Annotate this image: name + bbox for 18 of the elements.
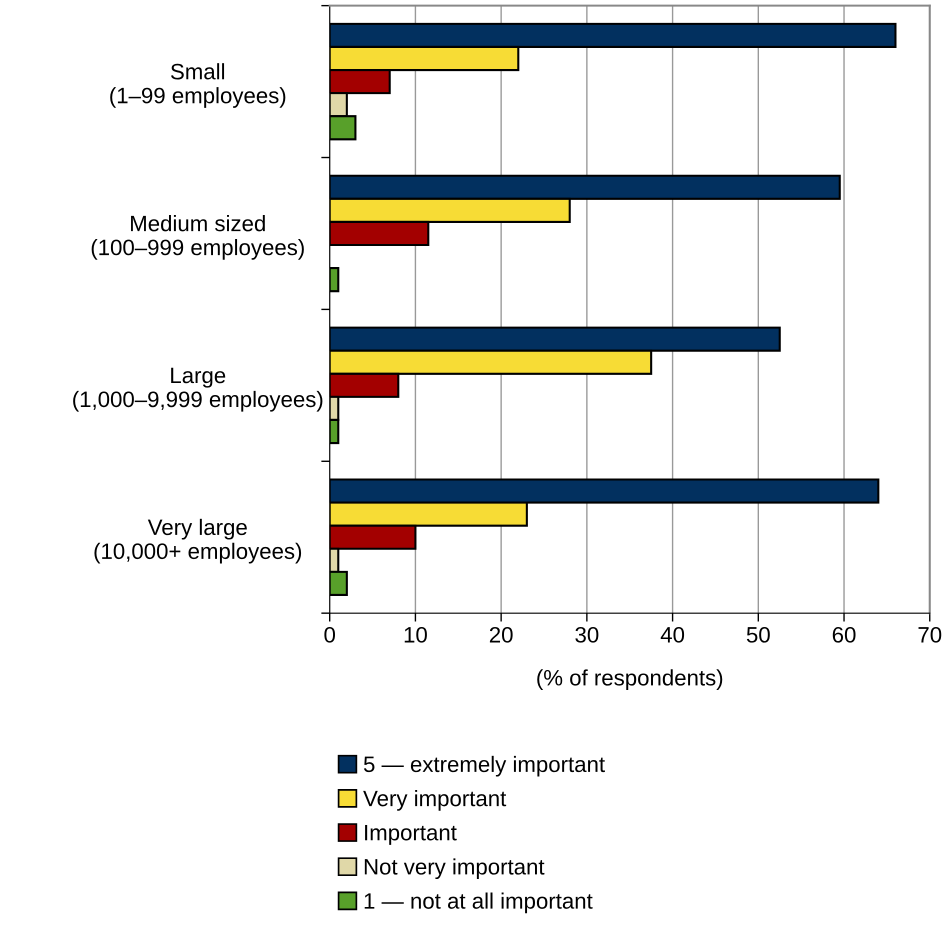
y-tick-label: Medium sized (100–999 employees)	[92, 215, 304, 260]
x-tick-label: 40	[660, 626, 684, 643]
legend-label: 5 — extremely important	[364, 756, 605, 777]
y-tick-label: Large (1,000–9,999 employees)	[73, 368, 322, 412]
x-tick-label: 10	[404, 626, 427, 643]
y-tick-label: Very large (10,000+ employees)	[94, 518, 302, 564]
legend-label: Very important	[363, 790, 506, 811]
x-tick-label: 20	[490, 626, 513, 643]
legend-label: Important	[365, 824, 457, 845]
x-axis-title: (% of respondents)	[537, 669, 722, 690]
legend-label: 1 — not at all important	[364, 892, 593, 914]
y-tick-label: Small (1–99 employees)	[110, 63, 286, 108]
x-tick-label: 50	[746, 626, 770, 643]
x-tick-label: 0	[324, 626, 336, 643]
legend-label: Not very important	[364, 858, 544, 880]
x-tick-label: 30	[575, 626, 598, 643]
x-tick-label: 60	[832, 626, 856, 643]
x-tick-label: 70	[918, 626, 942, 643]
